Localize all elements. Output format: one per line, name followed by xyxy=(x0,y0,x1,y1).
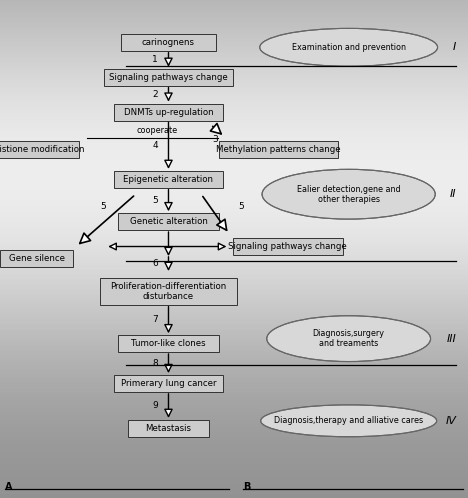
FancyBboxPatch shape xyxy=(128,420,209,437)
Text: 3: 3 xyxy=(212,135,218,144)
FancyBboxPatch shape xyxy=(219,141,338,158)
Text: Methylation patterns change: Methylation patterns change xyxy=(216,145,341,154)
Text: III: III xyxy=(446,334,456,344)
Ellipse shape xyxy=(267,316,431,362)
Text: 7: 7 xyxy=(153,315,158,325)
Text: Ealier detection,gene and
other therapies: Ealier detection,gene and other therapie… xyxy=(297,185,401,204)
Text: Primerary lung cancer: Primerary lung cancer xyxy=(121,379,216,388)
Text: 5: 5 xyxy=(238,202,244,211)
Ellipse shape xyxy=(266,170,431,218)
Ellipse shape xyxy=(266,170,431,218)
Text: 5: 5 xyxy=(100,202,106,211)
Ellipse shape xyxy=(260,28,437,66)
Ellipse shape xyxy=(261,29,436,66)
Ellipse shape xyxy=(269,316,428,361)
Ellipse shape xyxy=(263,405,435,436)
Ellipse shape xyxy=(264,405,433,436)
Ellipse shape xyxy=(261,405,436,437)
FancyBboxPatch shape xyxy=(0,250,73,267)
Ellipse shape xyxy=(263,29,434,66)
Text: Diagnosis,surgery
and treaments: Diagnosis,surgery and treaments xyxy=(313,329,385,348)
Ellipse shape xyxy=(263,405,434,436)
Ellipse shape xyxy=(271,317,427,361)
Ellipse shape xyxy=(270,317,428,361)
Ellipse shape xyxy=(264,170,433,219)
FancyBboxPatch shape xyxy=(104,69,233,86)
Ellipse shape xyxy=(262,29,436,66)
Ellipse shape xyxy=(260,28,438,66)
Text: 8: 8 xyxy=(153,359,158,368)
Text: IV: IV xyxy=(446,416,456,426)
FancyBboxPatch shape xyxy=(118,335,219,352)
Ellipse shape xyxy=(261,405,437,437)
Text: 5: 5 xyxy=(153,196,158,205)
FancyBboxPatch shape xyxy=(233,238,343,255)
Text: Examination and prevention: Examination and prevention xyxy=(292,43,406,52)
FancyBboxPatch shape xyxy=(114,104,223,121)
Text: II: II xyxy=(450,189,456,199)
Text: 2: 2 xyxy=(153,90,158,99)
Ellipse shape xyxy=(262,169,435,219)
Ellipse shape xyxy=(264,405,433,436)
Ellipse shape xyxy=(264,29,433,65)
Ellipse shape xyxy=(271,317,426,361)
Text: Histione modification: Histione modification xyxy=(0,145,84,154)
Ellipse shape xyxy=(262,405,435,437)
Text: A: A xyxy=(5,482,12,492)
Text: Metastasis: Metastasis xyxy=(146,424,191,433)
Text: Epigenetic alteration: Epigenetic alteration xyxy=(124,175,213,184)
Text: Signaling pathways change: Signaling pathways change xyxy=(228,242,347,251)
Ellipse shape xyxy=(268,316,430,361)
Text: I: I xyxy=(453,42,456,52)
Text: 1: 1 xyxy=(153,55,158,64)
FancyBboxPatch shape xyxy=(114,375,223,392)
Text: Tumor-like clones: Tumor-like clones xyxy=(131,339,206,348)
FancyBboxPatch shape xyxy=(114,171,223,188)
FancyBboxPatch shape xyxy=(118,213,219,230)
Ellipse shape xyxy=(264,170,433,219)
Ellipse shape xyxy=(263,29,434,65)
Ellipse shape xyxy=(263,169,435,219)
Text: Gene silence: Gene silence xyxy=(8,254,65,263)
Text: 6: 6 xyxy=(153,259,158,268)
Ellipse shape xyxy=(262,29,435,66)
Text: cooperate: cooperate xyxy=(136,126,177,135)
Ellipse shape xyxy=(263,170,434,219)
Ellipse shape xyxy=(267,316,431,362)
Text: Diagnosis,therapy and alliative cares: Diagnosis,therapy and alliative cares xyxy=(274,416,423,425)
Text: Genetic alteration: Genetic alteration xyxy=(130,217,207,226)
FancyBboxPatch shape xyxy=(100,278,237,305)
Ellipse shape xyxy=(265,406,432,436)
Text: 9: 9 xyxy=(153,401,158,410)
Text: B: B xyxy=(243,482,251,492)
Ellipse shape xyxy=(265,170,432,218)
Text: Signaling pathways change: Signaling pathways change xyxy=(109,73,228,82)
FancyBboxPatch shape xyxy=(0,141,79,158)
Ellipse shape xyxy=(269,316,429,361)
Text: Proliferation-differentiation
disturbance: Proliferation-differentiation disturbanc… xyxy=(110,282,227,301)
FancyBboxPatch shape xyxy=(121,34,216,51)
Ellipse shape xyxy=(262,169,435,219)
Text: DNMTs up-regulation: DNMTs up-regulation xyxy=(124,108,213,117)
Ellipse shape xyxy=(261,405,437,437)
Text: carinognens: carinognens xyxy=(142,38,195,47)
Ellipse shape xyxy=(260,28,438,66)
Ellipse shape xyxy=(267,316,430,362)
Text: 4: 4 xyxy=(153,141,158,150)
